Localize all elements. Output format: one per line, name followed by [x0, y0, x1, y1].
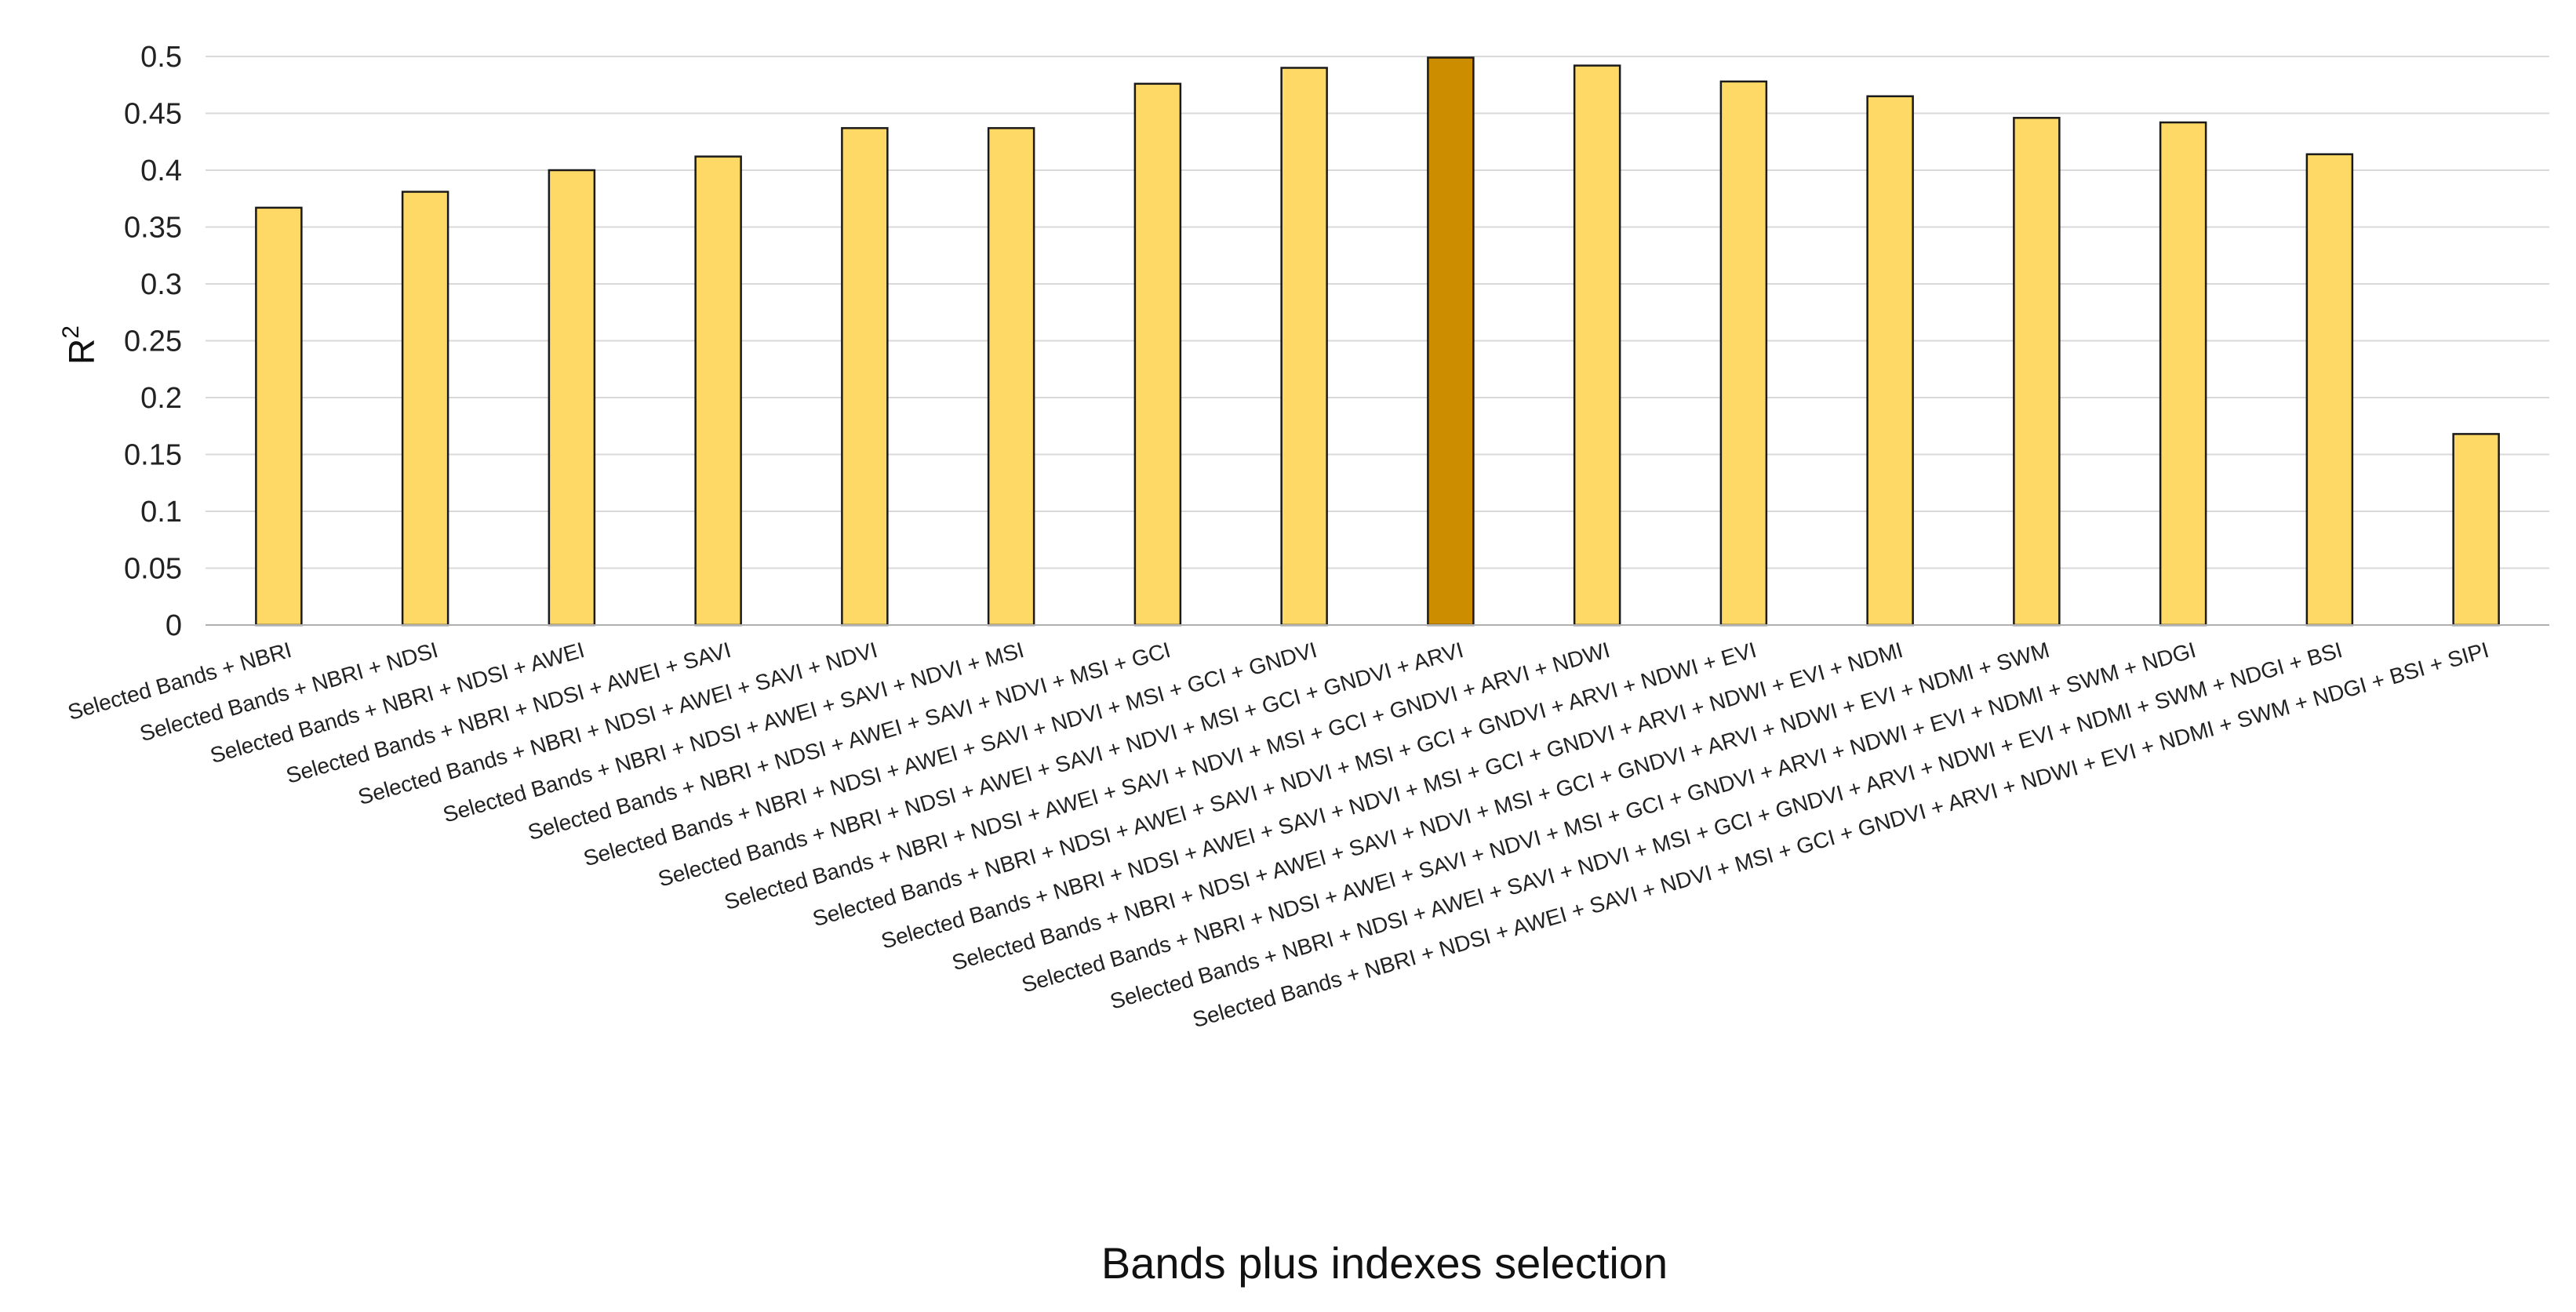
bar-highlighted [1427, 56, 1475, 627]
bar [1573, 64, 1621, 627]
bar [1280, 67, 1328, 627]
bar [2305, 153, 2354, 627]
y-tick-label: 0.15 [124, 439, 182, 472]
bar [694, 155, 742, 627]
y-axis-title-superscript: 2 [58, 325, 84, 339]
bar [2159, 121, 2207, 627]
y-tick-label: 0.2 [140, 382, 182, 415]
y-tick-label: 0 [166, 609, 182, 642]
bar [1719, 80, 1768, 627]
y-axis-title: R2 [58, 325, 102, 365]
y-tick-label: 0.35 [124, 212, 182, 245]
bar [841, 127, 889, 627]
x-axis-title: Bands plus indexes selection [1101, 1238, 1668, 1288]
y-axis-ticks: 0 0.05 0.1 0.15 0.2 0.25 0.3 0.35 0.4 0.45 0.5 [124, 41, 182, 642]
bar [255, 206, 303, 627]
bar [2013, 117, 2061, 627]
y-tick-label: 0.4 [140, 154, 182, 187]
bar [401, 191, 449, 627]
y-axis-title-main: R [61, 339, 102, 365]
y-tick-label: 0.05 [124, 553, 182, 586]
y-tick-label: 0.1 [140, 496, 182, 529]
bar [2452, 433, 2500, 627]
gridlines [206, 56, 2549, 569]
y-tick-label: 0.5 [140, 41, 182, 74]
y-tick-label: 0.25 [124, 325, 182, 358]
bar [1133, 82, 1182, 627]
bar [1866, 95, 1914, 627]
bar [987, 127, 1035, 627]
y-tick-label: 0.3 [140, 268, 182, 301]
bar [548, 169, 596, 627]
y-tick-label: 0.45 [124, 98, 182, 131]
